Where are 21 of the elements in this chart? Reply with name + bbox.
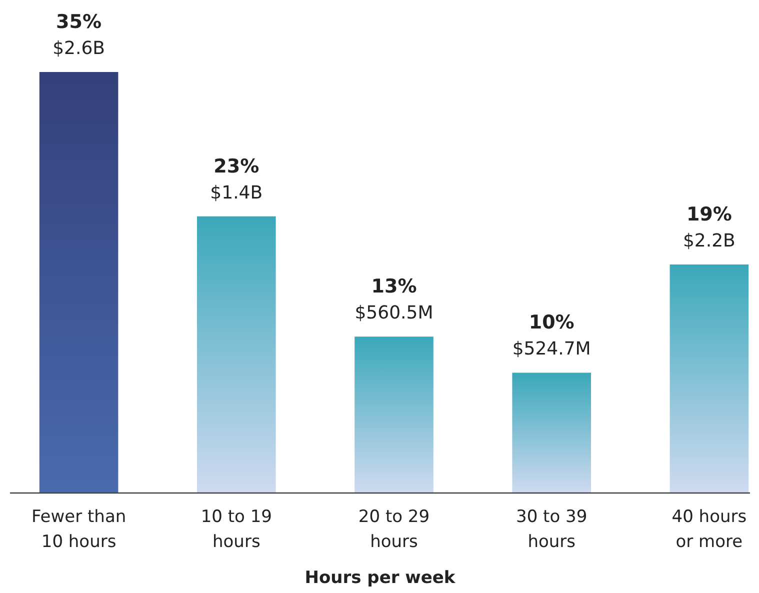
annotation: $524.7M (512, 338, 591, 360)
x-tick-label: 20 to 29 hours (358, 507, 430, 552)
data-label: 35% (56, 11, 102, 33)
annotation: $560.5M (354, 302, 434, 324)
x-tick-label: Fewer than 10 hours (31, 507, 126, 552)
data-label: 23% (214, 155, 260, 178)
x-tick-label: 30 to 39 hours (516, 507, 588, 552)
x-axis-title: Hours per week (304, 568, 456, 588)
annotation: $2.6B (52, 38, 106, 59)
x-tick-label: 10 to 19 hours (200, 507, 272, 552)
bar (512, 372, 591, 493)
bar (197, 216, 276, 493)
bar (670, 264, 749, 493)
annotation: $2.2B (682, 230, 736, 252)
annotation: $1.4B (210, 182, 263, 204)
data-label: 13% (371, 276, 417, 298)
data-label: 10% (528, 312, 574, 334)
data-label: 19% (686, 203, 732, 226)
bar (354, 336, 434, 493)
bar (39, 72, 118, 493)
x-tick-label: 40 hours or more (672, 507, 747, 552)
